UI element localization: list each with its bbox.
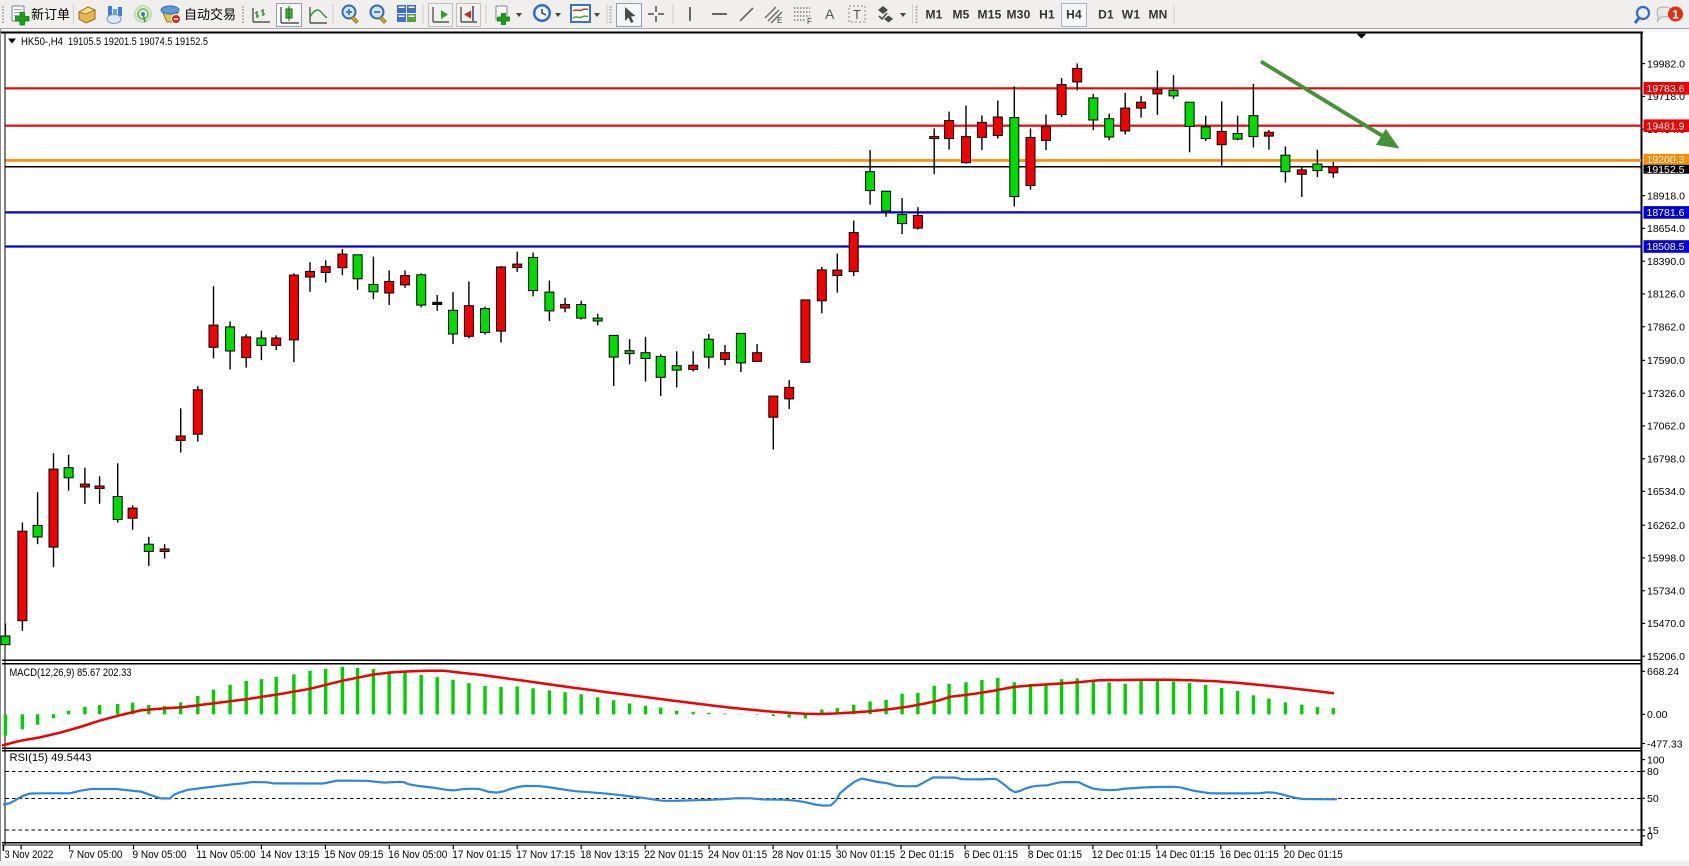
svg-text:15206.0: 15206.0 — [1647, 651, 1685, 663]
svg-text:MACD(12,26,9) 85.67 202.33: MACD(12,26,9) 85.67 202.33 — [10, 667, 132, 679]
svg-text:M15: M15 — [978, 8, 1002, 22]
svg-text:1: 1 — [1672, 8, 1679, 22]
svg-text:16534.0: 16534.0 — [1647, 486, 1685, 498]
svg-text:17062.0: 17062.0 — [1647, 421, 1685, 433]
svg-text:0.00: 0.00 — [1647, 709, 1668, 721]
svg-text:19481.9: 19481.9 — [1647, 120, 1685, 132]
svg-text:19783.6: 19783.6 — [1647, 83, 1685, 95]
svg-text:14 Nov 13:15: 14 Nov 13:15 — [260, 849, 319, 861]
svg-text:80: 80 — [1647, 766, 1659, 778]
svg-text:50: 50 — [1647, 793, 1659, 805]
svg-text:17326.0: 17326.0 — [1647, 388, 1685, 400]
svg-text:14 Dec 01:15: 14 Dec 01:15 — [1156, 849, 1215, 861]
svg-text:19105.5 19201.5 19074.5 19152.: 19105.5 19201.5 19074.5 19152.5 — [68, 36, 208, 48]
svg-text:16262.0: 16262.0 — [1647, 520, 1685, 532]
svg-text:15 Nov 09:15: 15 Nov 09:15 — [324, 849, 383, 861]
svg-text:668.24: 668.24 — [1647, 666, 1679, 678]
svg-text:16 Nov 05:00: 16 Nov 05:00 — [388, 849, 447, 861]
svg-text:15998.0: 15998.0 — [1647, 553, 1685, 565]
svg-text:19200.3: 19200.3 — [1647, 154, 1685, 166]
svg-text:新订单: 新订单 — [31, 7, 70, 22]
svg-text:11 Nov 05:00: 11 Nov 05:00 — [196, 849, 255, 861]
svg-text:M1: M1 — [925, 8, 942, 22]
svg-text:30 Nov 01:15: 30 Nov 01:15 — [836, 849, 895, 861]
svg-text:T: T — [853, 7, 861, 22]
svg-text:15470.0: 15470.0 — [1647, 618, 1685, 630]
svg-text:17862.0: 17862.0 — [1647, 322, 1685, 334]
svg-text:15: 15 — [1647, 825, 1659, 837]
svg-text:3 Nov 2022: 3 Nov 2022 — [4, 849, 53, 861]
svg-text:12 Dec 01:15: 12 Dec 01:15 — [1092, 849, 1151, 861]
svg-text:18654.0: 18654.0 — [1647, 223, 1685, 235]
svg-text:7 Nov 05:00: 7 Nov 05:00 — [69, 849, 123, 861]
svg-text:20 Dec 01:15: 20 Dec 01:15 — [1284, 849, 1343, 861]
svg-text:0: 0 — [1647, 831, 1653, 843]
svg-text:6 Dec 01:15: 6 Dec 01:15 — [964, 849, 1018, 861]
svg-text:19152.5: 19152.5 — [1647, 164, 1685, 176]
svg-text:22 Nov 01:15: 22 Nov 01:15 — [644, 849, 703, 861]
svg-text:18508.5: 18508.5 — [1647, 241, 1685, 253]
svg-text:100: 100 — [1647, 754, 1665, 766]
svg-text:18390.0: 18390.0 — [1647, 256, 1685, 268]
svg-text:18918.0: 18918.0 — [1647, 191, 1685, 203]
svg-text:17 Nov 01:15: 17 Nov 01:15 — [452, 849, 511, 861]
svg-text:9 Nov 05:00: 9 Nov 05:00 — [133, 849, 187, 861]
svg-text:RSI(15) 49.5443: RSI(15) 49.5443 — [10, 752, 92, 764]
svg-text:16 Dec 01:15: 16 Dec 01:15 — [1220, 849, 1279, 861]
svg-text:8 Dec 01:15: 8 Dec 01:15 — [1028, 849, 1082, 861]
svg-text:28 Nov 01:15: 28 Nov 01:15 — [772, 849, 831, 861]
svg-text:E: E — [777, 16, 782, 25]
svg-text:MN: MN — [1148, 8, 1167, 22]
svg-text:15734.0: 15734.0 — [1647, 586, 1685, 598]
svg-text:19982.0: 19982.0 — [1647, 58, 1685, 70]
svg-text:HK50-,H4: HK50-,H4 — [21, 36, 63, 48]
svg-text:17590.0: 17590.0 — [1647, 355, 1685, 367]
svg-text:18781.6: 18781.6 — [1647, 207, 1685, 219]
svg-text:18 Nov 13:15: 18 Nov 13:15 — [580, 849, 639, 861]
svg-text:自动交易: 自动交易 — [184, 7, 236, 22]
svg-text:17 Nov 17:15: 17 Nov 17:15 — [516, 849, 575, 861]
svg-text:24 Nov 01:15: 24 Nov 01:15 — [708, 849, 767, 861]
svg-text:18126.0: 18126.0 — [1647, 289, 1685, 301]
svg-text:A: A — [825, 6, 835, 22]
svg-text:16798.0: 16798.0 — [1647, 454, 1685, 466]
svg-text:D1: D1 — [1098, 8, 1114, 22]
svg-text:-477.33: -477.33 — [1647, 738, 1683, 750]
svg-text:F: F — [807, 17, 812, 26]
svg-text:M5: M5 — [952, 8, 969, 22]
svg-text:W1: W1 — [1122, 8, 1141, 22]
svg-text:M30: M30 — [1007, 8, 1031, 22]
svg-text:2 Dec 01:15: 2 Dec 01:15 — [900, 849, 954, 861]
svg-text:H4: H4 — [1066, 8, 1082, 22]
svg-text:H1: H1 — [1039, 8, 1055, 22]
